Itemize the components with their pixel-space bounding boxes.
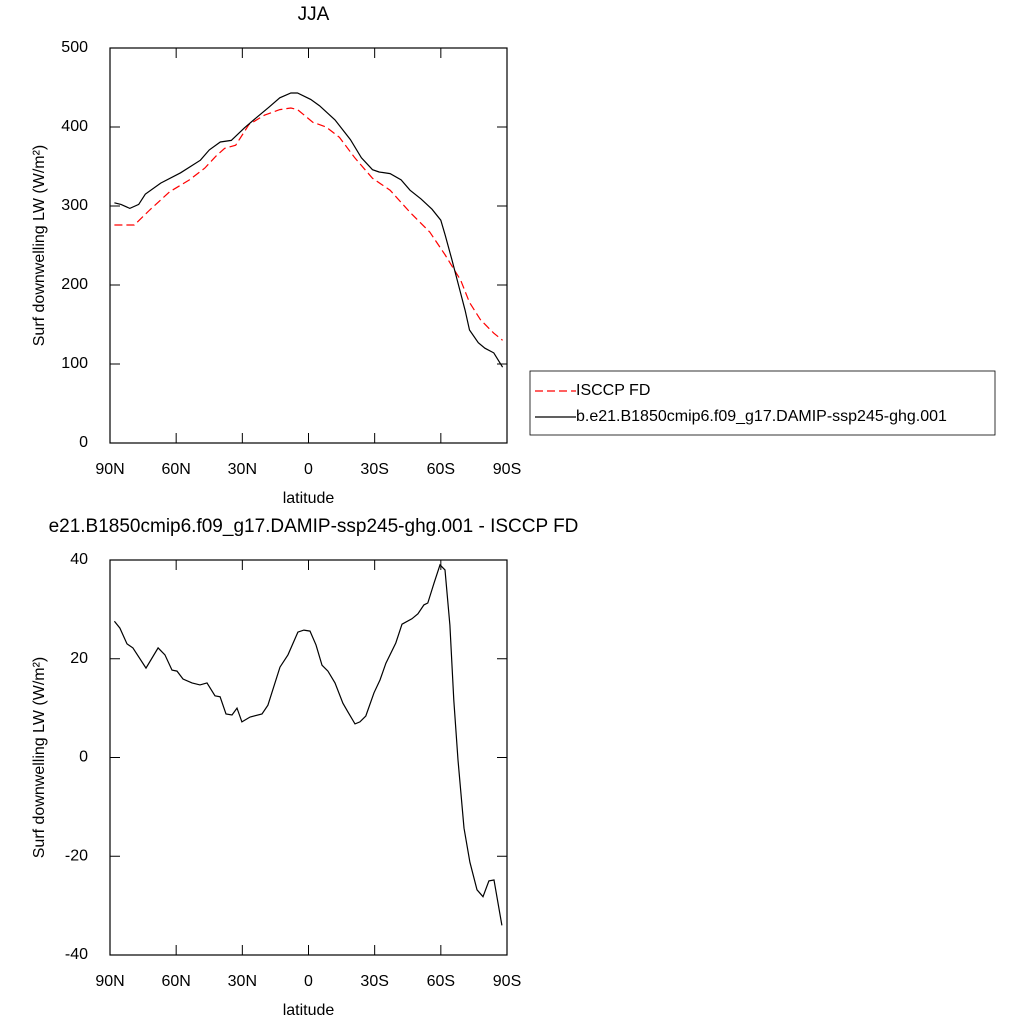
y-tick-label: 100 — [61, 355, 88, 372]
legend-label: ISCCP FD — [576, 382, 650, 399]
y-axis-label: Surf downwelling LW (W/m²) — [31, 657, 48, 859]
data-line — [114, 107, 503, 341]
y-tick-label: 200 — [61, 276, 88, 293]
y-tick-label: 400 — [61, 118, 88, 135]
y-tick-label: 20 — [70, 650, 88, 667]
y-tick-label: 40 — [70, 551, 88, 568]
data-line — [114, 92, 504, 368]
legend-label: b.e21.B1850cmip6.f09_g17.DAMIP-ssp245-gh… — [576, 408, 947, 425]
y-tick-label: -40 — [65, 946, 88, 963]
y-tick-label: -20 — [65, 847, 88, 864]
legend-box — [529, 370, 996, 436]
y-tick-label: 500 — [61, 39, 88, 56]
chart-title: JJA — [298, 4, 330, 25]
x-axis-label: latitude — [283, 1002, 335, 1019]
y-axis-label: Surf downwelling LW (W/m²) — [31, 145, 48, 347]
plot-frame — [109, 559, 508, 956]
y-tick-label: 300 — [61, 197, 88, 214]
plot-frame — [109, 47, 508, 444]
x-tick-label: 90N — [95, 461, 124, 478]
x-tick-label: 60N — [161, 461, 190, 478]
x-tick-label: 0 — [304, 973, 313, 990]
x-tick-label: 60S — [427, 973, 455, 990]
x-tick-label: 90N — [95, 973, 124, 990]
data-line — [113, 563, 503, 926]
x-axis-label: latitude — [283, 490, 335, 507]
x-tick-label: 30S — [360, 973, 388, 990]
x-tick-label: 90S — [493, 461, 521, 478]
x-tick-label: 60N — [161, 973, 190, 990]
x-tick-label: 30N — [228, 973, 257, 990]
x-tick-label: 0 — [304, 461, 313, 478]
x-tick-label: 30S — [360, 461, 388, 478]
x-tick-label: 30N — [228, 461, 257, 478]
x-tick-label: 60S — [427, 461, 455, 478]
y-tick-label: 0 — [79, 749, 88, 766]
chart-title: e21.B1850cmip6.f09_g17.DAMIP-ssp245-ghg.… — [49, 516, 579, 537]
x-tick-label: 90S — [493, 973, 521, 990]
y-tick-label: 0 — [79, 434, 88, 451]
